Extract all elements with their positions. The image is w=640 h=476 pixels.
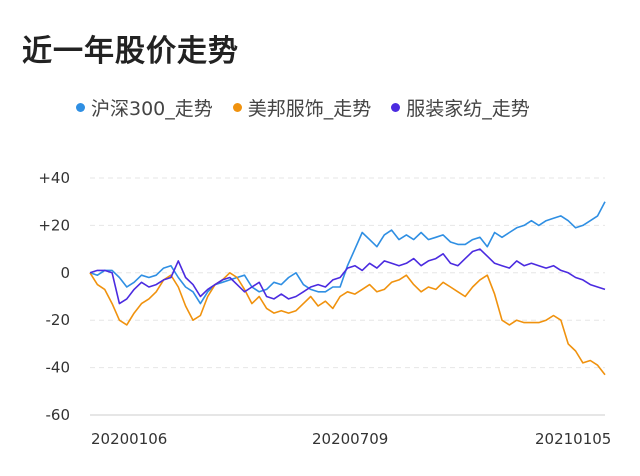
grid-lines [90, 177, 605, 416]
chart-title: 近一年股价走势 [22, 34, 239, 69]
x-tick-label: 20210105 [535, 430, 611, 448]
y-tick-label: -20 [46, 311, 71, 329]
series-line-1 [89, 271, 606, 376]
legend-item-metersbonwe[interactable]: 美邦服饰_走势 [232, 94, 372, 121]
legend-dot-icon [76, 103, 85, 112]
x-tick-label: 20200709 [312, 430, 388, 448]
legend-dot-icon [391, 103, 401, 112]
x-tick-label: 20200106 [91, 430, 167, 448]
legend-item-apparel-textile[interactable]: 服装家纺_走势 [391, 94, 530, 121]
y-tick-label: 0 [60, 264, 70, 282]
legend-label: 服装家纺_走势 [406, 98, 530, 120]
legend-item-hs300[interactable]: 沪深300_走势 [76, 94, 213, 121]
y-tick-label: -40 [46, 359, 71, 377]
series-line-0 [89, 201, 606, 305]
y-tick-label: +20 [38, 216, 70, 234]
y-tick-label: -60 [46, 406, 71, 424]
legend: 沪深300_走势 美邦服饰_走势 服装家纺_走势 [76, 94, 530, 121]
legend-label: 沪深300_走势 [91, 98, 213, 120]
legend-label: 美邦服饰_走势 [247, 98, 372, 120]
legend-dot-icon [232, 103, 242, 112]
y-tick-label: +40 [38, 169, 70, 187]
series-lines [89, 201, 606, 376]
x-axis-ticks: 20200106 20200709 20210105 [91, 430, 611, 448]
series-line-2 [89, 248, 606, 305]
y-axis-ticks: +40 +20 0 -20 -40 -60 [38, 169, 70, 424]
